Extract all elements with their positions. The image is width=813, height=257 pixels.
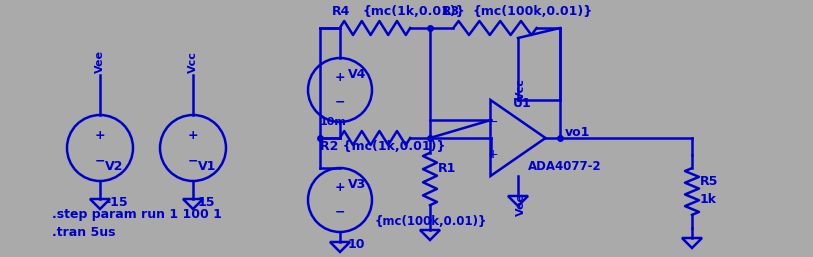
Text: −: −	[488, 115, 498, 128]
Text: 10m: 10m	[320, 117, 347, 127]
Text: vo1: vo1	[565, 126, 590, 140]
Text: −: −	[188, 154, 198, 167]
Text: Vcc: Vcc	[516, 78, 526, 100]
Text: V4: V4	[348, 69, 367, 81]
Text: {mc(1k,0.01)}: {mc(1k,0.01)}	[362, 5, 465, 18]
Text: Vcc: Vcc	[188, 51, 198, 73]
Text: −: −	[335, 96, 346, 109]
Text: 1k: 1k	[700, 193, 717, 206]
Text: 15: 15	[198, 197, 215, 209]
Text: U1: U1	[513, 97, 532, 110]
Text: −: −	[335, 206, 346, 219]
Text: +: +	[188, 129, 198, 142]
Text: Vee: Vee	[95, 50, 105, 73]
Text: .step param run 1 100 1: .step param run 1 100 1	[52, 208, 222, 221]
Text: R4: R4	[332, 5, 350, 18]
Text: +: +	[335, 71, 346, 84]
Text: .tran 5us: .tran 5us	[52, 226, 115, 239]
Text: V2: V2	[105, 160, 124, 172]
Text: −: −	[95, 154, 105, 167]
Text: R1: R1	[438, 162, 456, 176]
Text: R5: R5	[700, 175, 719, 188]
Text: 10: 10	[348, 238, 366, 252]
Text: R3: R3	[442, 5, 460, 18]
Text: Vee: Vee	[516, 193, 526, 216]
Text: ADA4077-2: ADA4077-2	[528, 160, 602, 173]
Text: V1: V1	[198, 160, 216, 172]
Text: {mc(100k,0.01)}: {mc(100k,0.01)}	[472, 5, 592, 18]
Text: R2 {mc(1k,0.01)}: R2 {mc(1k,0.01)}	[320, 140, 446, 153]
Text: -15: -15	[105, 197, 128, 209]
Text: +: +	[335, 181, 346, 194]
Text: V3: V3	[348, 179, 366, 191]
Text: {mc(100k,0.01)}: {mc(100k,0.01)}	[375, 215, 487, 228]
Text: +: +	[94, 129, 106, 142]
Text: +: +	[488, 148, 498, 161]
